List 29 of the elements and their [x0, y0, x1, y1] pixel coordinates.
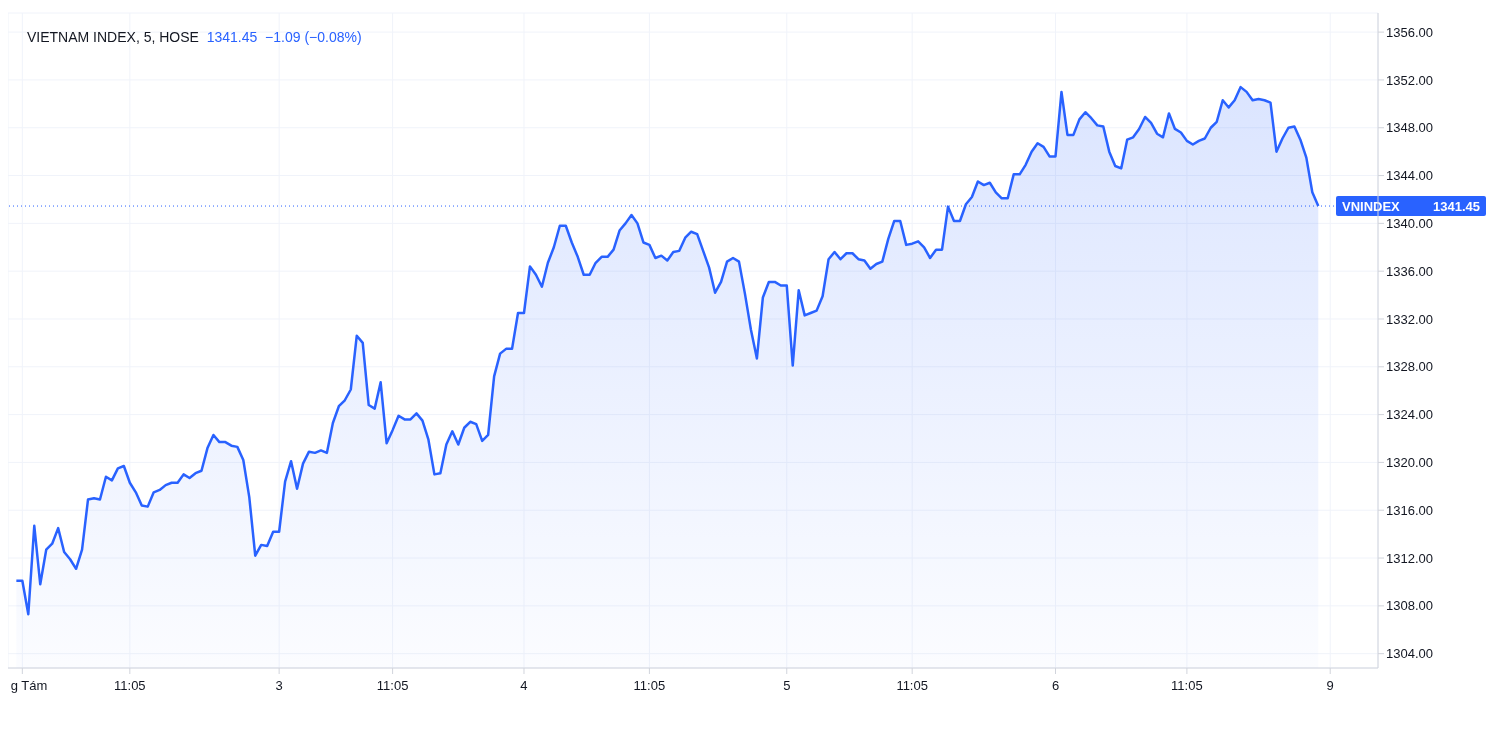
y-tick-label: 1352.00	[1386, 72, 1433, 88]
y-tick-label: 1356.00	[1386, 24, 1433, 40]
x-tick-label: 11:05	[114, 678, 146, 693]
y-tick-label: 1344.00	[1386, 168, 1433, 184]
text: 1341.45 −1.09 (−0.08%)	[206, 29, 362, 45]
x-tick-label: g Tám	[10, 678, 48, 693]
x-tick-label: 11:05	[376, 678, 409, 693]
y-tick-label: 1332.00	[1386, 311, 1433, 327]
x-tick-label: 11:05	[896, 678, 928, 693]
x-tick-label: 5	[783, 678, 791, 693]
y-tick-label: 1324.00	[1386, 407, 1433, 423]
x-tick-label: 9	[1326, 678, 1334, 693]
text: 1341.45	[1433, 199, 1480, 215]
y-tick-label: 1348.00	[1386, 120, 1433, 136]
x-tick-label: 11:05	[1171, 678, 1203, 693]
y-tick-label: 1316.00	[1386, 502, 1433, 518]
x-tick-label: 11:05	[633, 678, 666, 693]
text: VIETNAM INDEX, 5, HOSE	[27, 29, 199, 45]
y-tick-label: 1304.00	[1386, 646, 1433, 662]
x-tick-label: 3	[275, 678, 283, 693]
x-tick-label: 6	[1051, 678, 1060, 693]
ref-line-label: VNINDEX	[1342, 199, 1401, 215]
x-tick-label: 4	[520, 678, 528, 693]
y-tick-label: 1340.00	[1386, 215, 1433, 231]
y-tick-label: 1328.00	[1386, 359, 1433, 375]
y-tick-label: 1312.00	[1386, 550, 1433, 566]
y-tick-label: 1336.00	[1386, 263, 1433, 279]
y-tick-label: 1308.00	[1386, 598, 1433, 614]
y-tick-label: 1320.00	[1386, 455, 1433, 471]
